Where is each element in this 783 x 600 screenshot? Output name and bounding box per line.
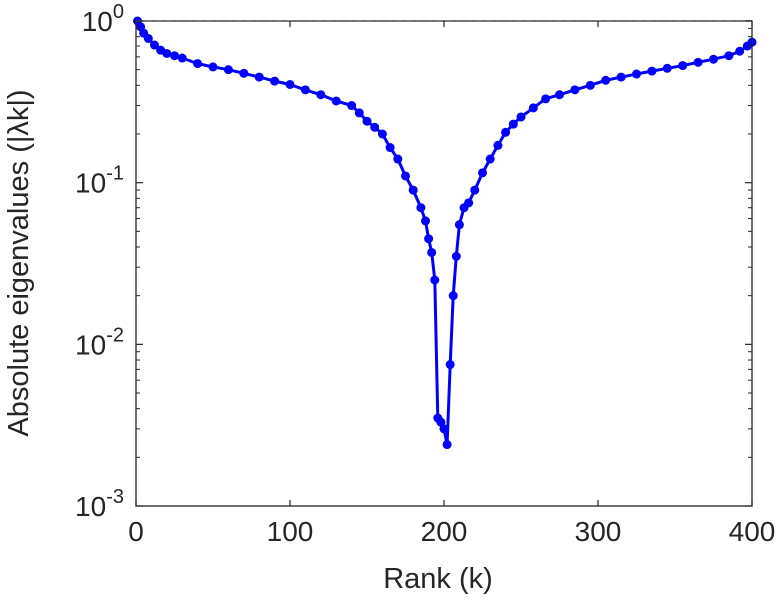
data-point: [385, 143, 395, 153]
data-point: [270, 76, 280, 86]
data-point: [439, 424, 449, 434]
data-point: [585, 80, 595, 90]
x-tick-label: 0: [128, 516, 144, 547]
x-tick-label: 200: [421, 516, 468, 547]
y-tick-label: 10-3: [75, 486, 124, 522]
data-point: [693, 57, 703, 67]
y-axis-label: Absolute eigenvalues (|λk|): [3, 89, 35, 436]
data-point: [347, 101, 357, 111]
data-point: [454, 220, 464, 230]
data-point: [601, 75, 611, 85]
data-point: [427, 247, 437, 257]
data-point: [501, 127, 511, 137]
data-point: [632, 69, 641, 79]
data-point: [662, 63, 672, 73]
data-point: [448, 291, 458, 301]
data-point: [208, 62, 218, 72]
data-point: [370, 122, 380, 132]
data-point: [177, 53, 187, 63]
data-point: [493, 140, 503, 150]
data-point: [424, 234, 434, 244]
data-point: [464, 198, 474, 208]
y-tick-label: 10-1: [75, 163, 124, 199]
data-point: [470, 185, 480, 195]
data-point: [442, 440, 452, 450]
data-point: [377, 129, 387, 139]
data-point: [678, 61, 688, 71]
data-point: [254, 72, 264, 82]
data-point: [416, 203, 426, 213]
x-axis-label: Rank (k): [383, 563, 493, 595]
data-point: [393, 154, 403, 164]
data-point: [616, 72, 626, 82]
data-point: [193, 59, 203, 69]
data-point: [143, 33, 153, 43]
data-point: [170, 51, 179, 61]
data-point: [724, 51, 734, 61]
data-point: [162, 48, 172, 58]
data-point: [541, 94, 551, 104]
data-point: [354, 108, 364, 118]
x-tick-label: 400: [729, 516, 776, 547]
x-tick-label: 100: [267, 516, 314, 547]
data-point: [223, 65, 233, 75]
y-tick-label: 10-2: [75, 324, 124, 360]
data-point: [735, 46, 745, 56]
data-point: [478, 168, 487, 178]
x-tick-label: 300: [575, 516, 622, 547]
data-point: [436, 417, 446, 427]
data-point: [401, 171, 410, 181]
y-tick-label: 100: [82, 1, 124, 37]
data-point: [485, 154, 495, 164]
data-point: [709, 54, 718, 64]
data-point: [528, 103, 538, 113]
data-point: [508, 119, 518, 129]
data-point: [239, 68, 249, 78]
data-point: [285, 79, 295, 89]
data-point: [316, 90, 326, 100]
data-point: [430, 275, 440, 285]
data-point: [331, 96, 341, 106]
data-point: [555, 90, 564, 100]
data-point: [149, 40, 159, 50]
data-point: [647, 66, 657, 76]
data-point: [362, 116, 372, 126]
data-point: [408, 185, 418, 195]
series-line: [136, 20, 753, 446]
data-point: [445, 360, 455, 370]
data-point: [570, 85, 580, 95]
data-point: [451, 251, 461, 261]
data-point: [300, 85, 310, 95]
data-point: [516, 112, 526, 122]
data-point: [421, 216, 431, 226]
